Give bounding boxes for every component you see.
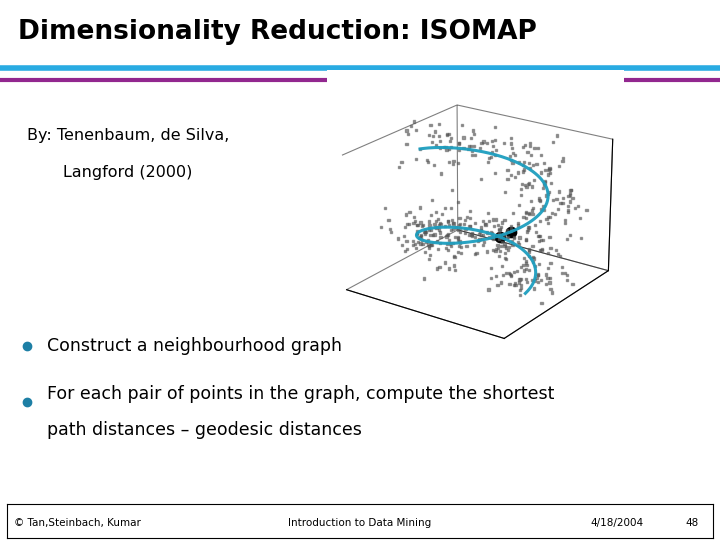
Text: Dimensionality Reduction: ISOMAP: Dimensionality Reduction: ISOMAP xyxy=(18,19,537,45)
Text: Langford (2000): Langford (2000) xyxy=(27,165,192,180)
Text: path distances – geodesic distances: path distances – geodesic distances xyxy=(47,421,361,439)
Text: Construct a neighbourhood graph: Construct a neighbourhood graph xyxy=(47,336,342,355)
Text: 4/18/2004: 4/18/2004 xyxy=(590,518,644,528)
Text: By: Tenenbaum, de Silva,: By: Tenenbaum, de Silva, xyxy=(27,128,229,143)
Text: For each pair of points in the graph, compute the shortest: For each pair of points in the graph, co… xyxy=(47,385,554,403)
Text: Introduction to Data Mining: Introduction to Data Mining xyxy=(289,518,431,528)
Text: 48: 48 xyxy=(685,518,698,528)
Text: © Tan,Steinbach, Kumar: © Tan,Steinbach, Kumar xyxy=(14,518,141,528)
